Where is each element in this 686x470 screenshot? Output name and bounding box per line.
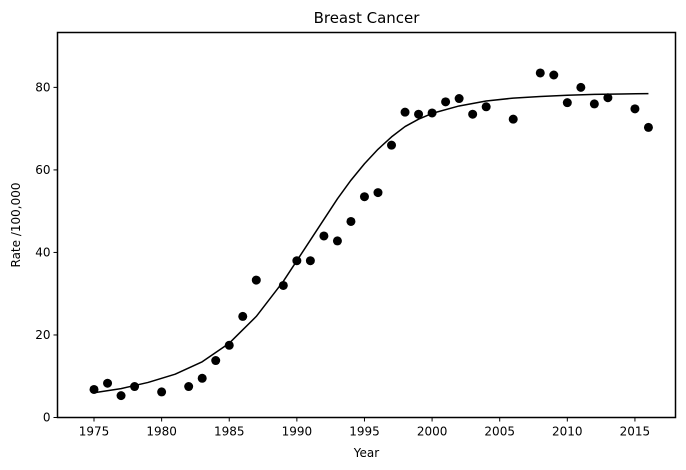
data-point <box>441 97 451 107</box>
data-point <box>373 188 383 198</box>
x-tick-label: 1985 <box>214 425 245 439</box>
data-point <box>576 82 586 92</box>
data-point <box>157 387 167 397</box>
data-point <box>427 108 437 118</box>
x-tick-label: 2000 <box>417 425 448 439</box>
y-tick-label: 0 <box>43 411 51 425</box>
x-tick-label: 1980 <box>146 425 177 439</box>
data-point <box>130 382 140 392</box>
data-point <box>224 340 234 350</box>
data-point <box>603 93 613 103</box>
x-tick-label: 1995 <box>349 425 380 439</box>
data-point <box>414 109 424 119</box>
y-axis-ticks: 0 20 40 60 80 <box>35 80 58 425</box>
data-point <box>319 231 329 241</box>
data-point <box>89 384 99 394</box>
y-axis-label: Rate /100,000 <box>9 183 23 268</box>
data-point <box>454 94 464 104</box>
data-point <box>184 382 194 392</box>
data-point <box>116 391 126 401</box>
x-tick-label: 2015 <box>620 425 651 439</box>
data-point <box>211 356 221 366</box>
data-point <box>589 99 599 109</box>
x-tick-label: 2005 <box>484 425 515 439</box>
data-point <box>535 68 545 78</box>
data-point <box>359 192 369 202</box>
data-point <box>278 280 288 290</box>
x-axis-ticks: 1975 1980 1985 1990 1995 2000 2005 2010 2015 <box>79 417 651 439</box>
plot-area <box>89 68 653 401</box>
chart-title: Breast Cancer <box>314 9 421 27</box>
x-axis-label: Year <box>353 446 379 460</box>
data-point <box>508 114 518 124</box>
data-point <box>400 107 410 117</box>
x-tick-label: 1975 <box>79 425 110 439</box>
fit-curve <box>93 92 649 394</box>
data-point <box>197 373 207 383</box>
data-point <box>549 70 559 80</box>
y-tick-label: 80 <box>35 80 50 94</box>
data-point <box>387 140 397 150</box>
x-tick-label: 1990 <box>282 425 313 439</box>
data-point <box>562 98 572 108</box>
data-point <box>346 216 356 226</box>
y-tick-label: 60 <box>35 163 50 177</box>
plot-frame <box>56 31 677 419</box>
x-tick-label: 2010 <box>552 425 583 439</box>
y-tick-label: 20 <box>35 328 50 342</box>
data-point <box>468 109 478 119</box>
data-point <box>332 236 342 246</box>
data-point <box>238 311 248 321</box>
data-point <box>643 122 653 132</box>
y-tick-label: 40 <box>35 245 50 259</box>
data-point <box>305 256 315 266</box>
data-point <box>292 256 302 266</box>
data-point <box>481 102 491 112</box>
data-point <box>103 378 113 388</box>
data-point <box>630 104 640 114</box>
data-point <box>251 275 261 285</box>
